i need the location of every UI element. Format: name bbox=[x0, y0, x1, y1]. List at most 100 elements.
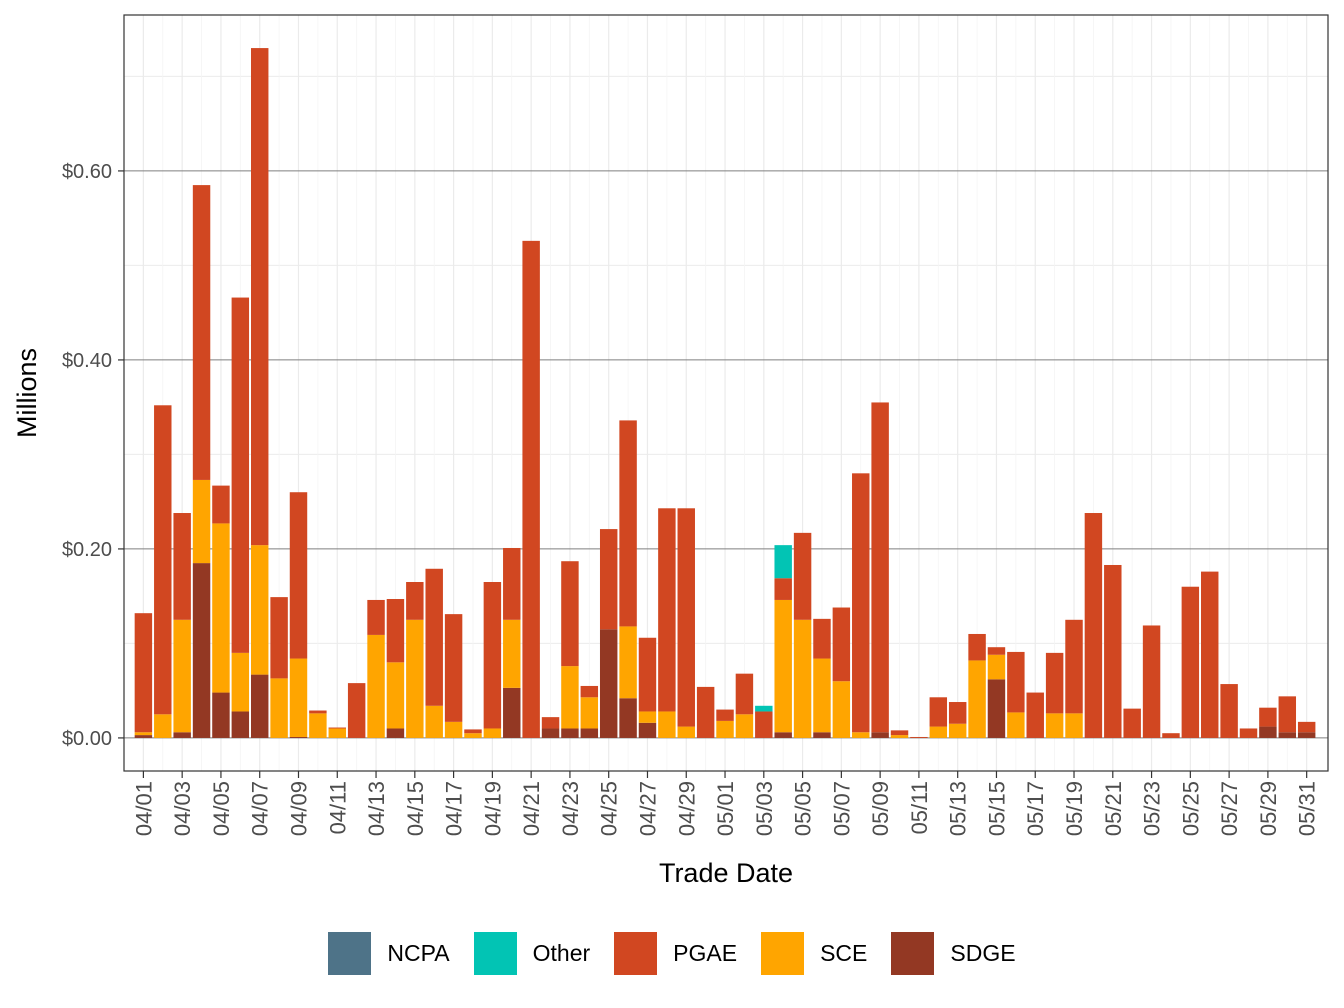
bar-pgae-04-17 bbox=[444, 614, 463, 722]
bar-pgae-04-27 bbox=[638, 637, 657, 712]
bar-sce-04-08 bbox=[270, 678, 288, 738]
x-tick-label: 04/23 bbox=[558, 781, 583, 836]
legend-swatch bbox=[473, 932, 517, 975]
x-tick-label: 04/19 bbox=[480, 781, 505, 836]
bar-pgae-05-25 bbox=[1181, 586, 1200, 738]
legend-swatch bbox=[328, 932, 372, 975]
x-tick-label: 04/27 bbox=[635, 781, 660, 836]
bar-pgae-04-30 bbox=[696, 686, 715, 738]
x-tick-label: 05/09 bbox=[868, 781, 893, 836]
bar-pgae-04-06 bbox=[231, 297, 250, 653]
legend-label: Other bbox=[532, 940, 591, 966]
x-tick-label: 05/07 bbox=[829, 781, 854, 836]
bar-sdge-04-20 bbox=[503, 687, 521, 738]
bar-sdge-05-31 bbox=[1297, 732, 1316, 738]
bar-sdge-04-23 bbox=[561, 728, 579, 738]
bar-sce-05-06 bbox=[813, 658, 831, 733]
bar-pgae-05-31 bbox=[1297, 721, 1316, 733]
bar-sdge-05-04 bbox=[774, 732, 792, 738]
bar-pgae-05-29 bbox=[1259, 707, 1277, 727]
legend-label: PGAE bbox=[673, 940, 738, 966]
bar-pgae-05-14 bbox=[968, 633, 986, 661]
bar-pgae-04-08 bbox=[270, 597, 288, 679]
bar-sce-05-16 bbox=[1007, 712, 1025, 738]
bar-sce-04-11 bbox=[328, 728, 346, 738]
bar-sce-04-03 bbox=[173, 619, 191, 733]
bar-sdge-05-09 bbox=[871, 732, 889, 738]
bar-pgae-05-23 bbox=[1142, 625, 1161, 738]
legend-item-pgae: PGAE bbox=[614, 932, 737, 975]
x-tick-label: 05/29 bbox=[1256, 781, 1281, 836]
bar-sdge-04-09 bbox=[289, 736, 308, 738]
bar-sce-05-04 bbox=[774, 599, 792, 733]
bar-sce-04-16 bbox=[425, 705, 443, 738]
y-tick-label: $0.40 bbox=[62, 350, 112, 372]
bar-sdge-04-14 bbox=[386, 728, 405, 738]
bar-pgae-04-16 bbox=[425, 568, 443, 706]
x-tick-label: 05/27 bbox=[1217, 781, 1242, 836]
legend-item-sce: SCE bbox=[761, 932, 867, 975]
bar-pgae-05-30 bbox=[1278, 696, 1297, 733]
bar-sce-05-14 bbox=[968, 660, 986, 738]
bar-sce-04-15 bbox=[406, 619, 424, 738]
bar-pgae-04-10 bbox=[309, 710, 327, 714]
bar-sce-05-18 bbox=[1045, 713, 1064, 738]
bar-pgae-04-23 bbox=[561, 561, 579, 667]
chart-plot: $0.00 $0.20 $0.40 $0.60 04/01 04/03 04/05 04/07… bbox=[12, 14, 1329, 888]
y-tick-label: $0.20 bbox=[62, 539, 112, 561]
legend: NCPA Other PGAE SCE SDGE bbox=[0, 932, 1344, 975]
bar-pgae-04-13 bbox=[367, 599, 385, 635]
bar-sdge-04-07 bbox=[250, 674, 269, 738]
bar-pgae-05-17 bbox=[1026, 692, 1044, 738]
bar-pgae-04-25 bbox=[599, 529, 618, 630]
bar-pgae-05-12 bbox=[929, 697, 948, 727]
bar-pgae-05-02 bbox=[735, 673, 754, 715]
bar-sdge-04-22 bbox=[541, 728, 560, 738]
x-tick-label: 04/03 bbox=[170, 781, 195, 836]
bar-pgae-05-28 bbox=[1239, 728, 1258, 738]
bar-pgae-04-09 bbox=[289, 492, 308, 659]
bar-sce-05-15 bbox=[987, 654, 1006, 680]
bar-sce-04-10 bbox=[309, 713, 327, 738]
legend-label: NCPA bbox=[387, 940, 450, 966]
bar-pgae-05-04 bbox=[774, 578, 792, 600]
x-tick-label: 05/01 bbox=[713, 781, 738, 836]
legend-label: SDGE bbox=[950, 940, 1016, 966]
y-axis-title: Millions bbox=[12, 348, 42, 438]
y-tick-label: $0.60 bbox=[62, 161, 112, 183]
bar-sdge-05-06 bbox=[813, 732, 831, 738]
legend-swatch bbox=[761, 932, 805, 975]
bar-sce-04-26 bbox=[619, 626, 637, 699]
x-tick-label: 05/25 bbox=[1178, 781, 1203, 836]
bar-sce-05-13 bbox=[948, 723, 967, 738]
x-tick-label: 05/15 bbox=[984, 781, 1009, 836]
plot-panel bbox=[124, 15, 1328, 771]
bar-sce-05-12 bbox=[929, 726, 948, 738]
legend-item-other: Other bbox=[473, 932, 591, 975]
bar-sdge-04-26 bbox=[619, 698, 637, 738]
x-tick-label: 04/25 bbox=[597, 781, 622, 836]
x-tick-label: 04/05 bbox=[209, 781, 234, 836]
legend-swatch bbox=[891, 932, 935, 975]
bar-sce-04-28 bbox=[658, 711, 676, 738]
bar-sce-04-20 bbox=[503, 619, 521, 688]
bar-pgae-05-06 bbox=[813, 618, 831, 659]
bar-pgae-05-09 bbox=[871, 402, 889, 733]
bar-pgae-05-03 bbox=[755, 711, 773, 738]
bar-sce-05-08 bbox=[852, 732, 870, 738]
legend-item-sdge: SDGE bbox=[891, 932, 1016, 975]
bar-sdge-04-27 bbox=[638, 722, 657, 738]
bar-pgae-04-15 bbox=[406, 582, 424, 620]
x-tick-label: 05/05 bbox=[791, 781, 816, 836]
bar-sdge-04-25 bbox=[599, 629, 618, 738]
bar-pgae-04-07 bbox=[250, 48, 269, 546]
bar-sce-04-06 bbox=[231, 652, 250, 712]
bar-pgae-04-24 bbox=[580, 685, 599, 698]
bar-pgae-05-24 bbox=[1162, 733, 1180, 738]
bar-pgae-05-21 bbox=[1104, 564, 1122, 738]
bar-sce-05-19 bbox=[1065, 713, 1083, 738]
bar-pgae-05-05 bbox=[793, 532, 812, 620]
bar-sce-04-18 bbox=[464, 733, 482, 738]
bar-sce-04-24 bbox=[580, 697, 599, 729]
bar-sdge-04-05 bbox=[212, 692, 230, 738]
